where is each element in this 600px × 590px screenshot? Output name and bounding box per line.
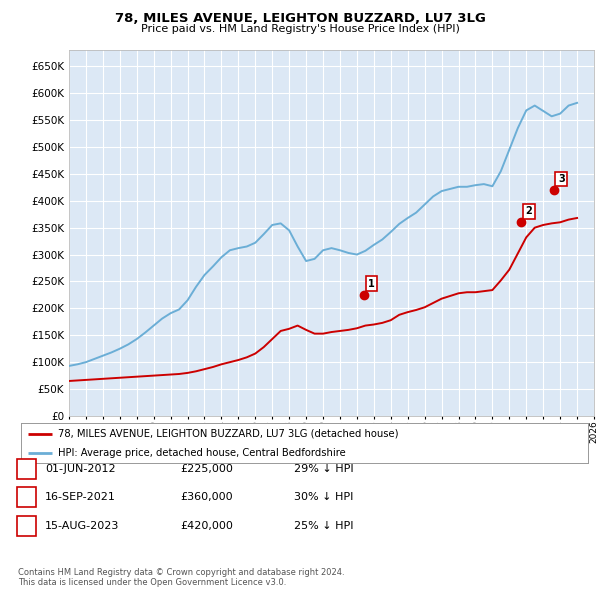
Text: £360,000: £360,000 <box>180 493 233 502</box>
Text: 29% ↓ HPI: 29% ↓ HPI <box>294 464 353 474</box>
Text: £225,000: £225,000 <box>180 464 233 474</box>
Text: Price paid vs. HM Land Registry's House Price Index (HPI): Price paid vs. HM Land Registry's House … <box>140 24 460 34</box>
Text: 1: 1 <box>368 279 375 289</box>
Text: 3: 3 <box>558 174 565 184</box>
Text: 78, MILES AVENUE, LEIGHTON BUZZARD, LU7 3LG: 78, MILES AVENUE, LEIGHTON BUZZARD, LU7 … <box>115 12 485 25</box>
Text: 01-JUN-2012: 01-JUN-2012 <box>45 464 116 474</box>
Text: 1: 1 <box>23 464 30 474</box>
Text: 2: 2 <box>23 493 30 502</box>
Text: HPI: Average price, detached house, Central Bedfordshire: HPI: Average price, detached house, Cent… <box>58 448 346 458</box>
Text: 15-AUG-2023: 15-AUG-2023 <box>45 521 119 530</box>
Text: 16-SEP-2021: 16-SEP-2021 <box>45 493 116 502</box>
Text: 2: 2 <box>526 206 532 216</box>
Text: Contains HM Land Registry data © Crown copyright and database right 2024.
This d: Contains HM Land Registry data © Crown c… <box>18 568 344 587</box>
Text: 78, MILES AVENUE, LEIGHTON BUZZARD, LU7 3LG (detached house): 78, MILES AVENUE, LEIGHTON BUZZARD, LU7 … <box>58 429 398 439</box>
Text: 30% ↓ HPI: 30% ↓ HPI <box>294 493 353 502</box>
Text: 25% ↓ HPI: 25% ↓ HPI <box>294 521 353 530</box>
Text: £420,000: £420,000 <box>180 521 233 530</box>
Text: 3: 3 <box>23 521 30 530</box>
